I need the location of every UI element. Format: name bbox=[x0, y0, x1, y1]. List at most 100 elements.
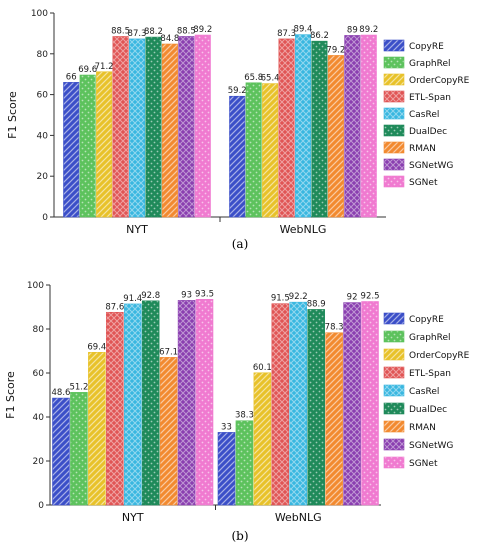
bar-sgnet-webnlg bbox=[361, 301, 379, 506]
legend-label-sgnet: SGNet bbox=[409, 178, 438, 188]
data-label-ordercopyre-webnlg: 65.4 bbox=[261, 74, 280, 84]
data-label-dualdec-nyt: 88.2 bbox=[144, 27, 163, 37]
y-tick-label: 20 bbox=[33, 457, 45, 467]
bar-sgnetwg-nyt bbox=[177, 300, 196, 506]
data-label-etl-span-nyt: 87.6 bbox=[105, 302, 124, 312]
legend-label-sgnetwg: SGNetWG bbox=[409, 441, 453, 451]
legend-swatch-dualdec bbox=[383, 402, 405, 415]
data-label-sgnetwg-webnlg: 92 bbox=[347, 293, 358, 303]
data-label-ordercopyre-nyt: 69.4 bbox=[87, 342, 106, 352]
legend-label-graphrel: GraphRel bbox=[409, 59, 451, 69]
bar-graphrel-nyt bbox=[79, 74, 96, 218]
y-tick-label: 60 bbox=[33, 369, 45, 379]
y-tick-label: 80 bbox=[37, 50, 49, 60]
data-label-casrel-nyt: 91.4 bbox=[123, 294, 142, 304]
legend-swatch-ordercopyre bbox=[383, 73, 405, 86]
bar-copyre-nyt bbox=[52, 397, 70, 506]
y-tick-label: 80 bbox=[33, 325, 45, 335]
legend-swatch-ordercopyre bbox=[383, 348, 405, 361]
y-tick-label: 0 bbox=[38, 501, 44, 511]
panel-caption: (a) bbox=[232, 237, 249, 251]
legend-label-rman: RMAN bbox=[409, 423, 436, 433]
data-label-dualdec-webnlg: 88.9 bbox=[307, 299, 326, 309]
y-tick-label: 100 bbox=[27, 281, 44, 291]
bar-dualdec-webnlg bbox=[311, 40, 328, 218]
legend-label-ordercopyre: OrderCopyRE bbox=[409, 351, 470, 361]
y-axis-label: F1 Score bbox=[6, 91, 19, 139]
legend-swatch-copyre bbox=[383, 312, 405, 325]
data-label-sgnetwg-webnlg: 89 bbox=[347, 25, 358, 35]
bar-casrel-webnlg bbox=[289, 301, 308, 506]
legend-label-graphrel: GraphRel bbox=[409, 333, 451, 343]
bar-ordercopyre-nyt bbox=[96, 71, 113, 218]
legend-label-rman: RMAN bbox=[409, 144, 436, 154]
data-label-copyre-webnlg: 59.2 bbox=[228, 86, 247, 96]
data-label-dualdec-webnlg: 86.2 bbox=[310, 31, 329, 41]
data-label-etl-span-nyt: 88.5 bbox=[111, 26, 130, 36]
bar-casrel-nyt bbox=[123, 303, 142, 506]
data-label-rman-webnlg: 78.3 bbox=[325, 323, 344, 333]
legend-label-copyre: CopyRE bbox=[409, 315, 444, 325]
legend-label-dualdec: DualDec bbox=[409, 127, 447, 137]
bar-rman-nyt bbox=[159, 357, 178, 506]
bar-graphrel-webnlg bbox=[235, 420, 254, 506]
legend-swatch-sgnet bbox=[383, 456, 405, 469]
bar-etl-span-nyt bbox=[106, 311, 124, 506]
x-tick-label-webnlg: WebNLG bbox=[275, 511, 322, 524]
data-label-casrel-webnlg: 89.4 bbox=[294, 25, 313, 35]
legend-label-sgnet: SGNet bbox=[409, 459, 438, 469]
bar-etl-span-webnlg bbox=[271, 303, 290, 506]
legend-swatch-casrel bbox=[383, 384, 405, 397]
data-label-sgnetwg-nyt: 88.5 bbox=[177, 26, 196, 36]
data-label-dualdec-nyt: 92.8 bbox=[141, 291, 160, 301]
x-tick-label-webnlg: WebNLG bbox=[280, 223, 327, 236]
data-label-graphrel-nyt: 51.2 bbox=[69, 382, 88, 392]
bar-rman-webnlg bbox=[327, 55, 344, 218]
x-tick-label-nyt: NYT bbox=[126, 223, 148, 236]
legend-label-copyre: CopyRE bbox=[409, 42, 444, 52]
bar-sgnetwg-nyt bbox=[178, 36, 195, 218]
chart-panel-b: F1 Score 0 20 40 60 80 100 NYT WebNLG 48.651.2 69.… bbox=[4, 281, 470, 543]
data-label-graphrel-nyt: 69.6 bbox=[78, 65, 97, 75]
bar-dualdec-nyt bbox=[141, 300, 160, 506]
legend-swatch-sgnetwg bbox=[383, 158, 405, 171]
y-tick-label: 100 bbox=[31, 9, 48, 19]
legend-swatch-graphrel bbox=[383, 56, 405, 69]
legend-swatch-etl-span bbox=[383, 90, 405, 103]
bar-casrel-webnlg bbox=[294, 34, 312, 218]
bar-sgnetwg-webnlg bbox=[344, 35, 361, 218]
data-label-copyre-nyt: 66 bbox=[66, 72, 77, 82]
bar-copyre-nyt bbox=[63, 82, 80, 218]
bar-casrel-nyt bbox=[128, 38, 146, 218]
legend-swatch-casrel bbox=[383, 107, 405, 120]
panel-caption: (b) bbox=[231, 529, 248, 543]
x-tick-label-nyt: NYT bbox=[122, 511, 144, 524]
data-label-sgnet-webnlg: 89.2 bbox=[359, 25, 378, 35]
bar-ordercopyre-webnlg bbox=[253, 372, 272, 506]
legend-label-etl-span: ETL-Span bbox=[409, 369, 451, 379]
data-label-ordercopyre-nyt: 71.2 bbox=[95, 62, 114, 72]
data-label-sgnet-nyt: 93.5 bbox=[195, 289, 214, 299]
data-label-copyre-nyt: 48.6 bbox=[52, 388, 71, 398]
y-axis-label: F1 Score bbox=[4, 371, 17, 419]
data-label-etl-span-webnlg: 87.3 bbox=[277, 29, 296, 39]
bar-sgnetwg-webnlg bbox=[343, 302, 361, 506]
data-label-rman-webnlg: 79.2 bbox=[326, 45, 345, 55]
bar-graphrel-webnlg bbox=[245, 82, 262, 218]
legend-label-ordercopyre: OrderCopyRE bbox=[409, 76, 470, 86]
legend-label-etl-span: ETL-Span bbox=[409, 93, 451, 103]
data-label-ordercopyre-webnlg: 60.1 bbox=[253, 363, 272, 373]
data-label-casrel-nyt: 87.3 bbox=[128, 29, 147, 39]
legend-label-dualdec: DualDec bbox=[409, 405, 447, 415]
data-label-casrel-webnlg: 92.2 bbox=[289, 292, 308, 302]
data-label-copyre-webnlg: 33 bbox=[221, 422, 232, 432]
bar-rman-nyt bbox=[161, 43, 178, 218]
data-label-rman-nyt: 84.8 bbox=[160, 34, 179, 44]
legend-swatch-sgnet bbox=[383, 175, 405, 188]
bar-sgnet-nyt bbox=[194, 34, 211, 218]
data-label-graphrel-webnlg: 38.3 bbox=[235, 411, 254, 421]
data-label-sgnetwg-nyt: 93 bbox=[181, 290, 192, 300]
bar-rman-webnlg bbox=[325, 332, 343, 506]
